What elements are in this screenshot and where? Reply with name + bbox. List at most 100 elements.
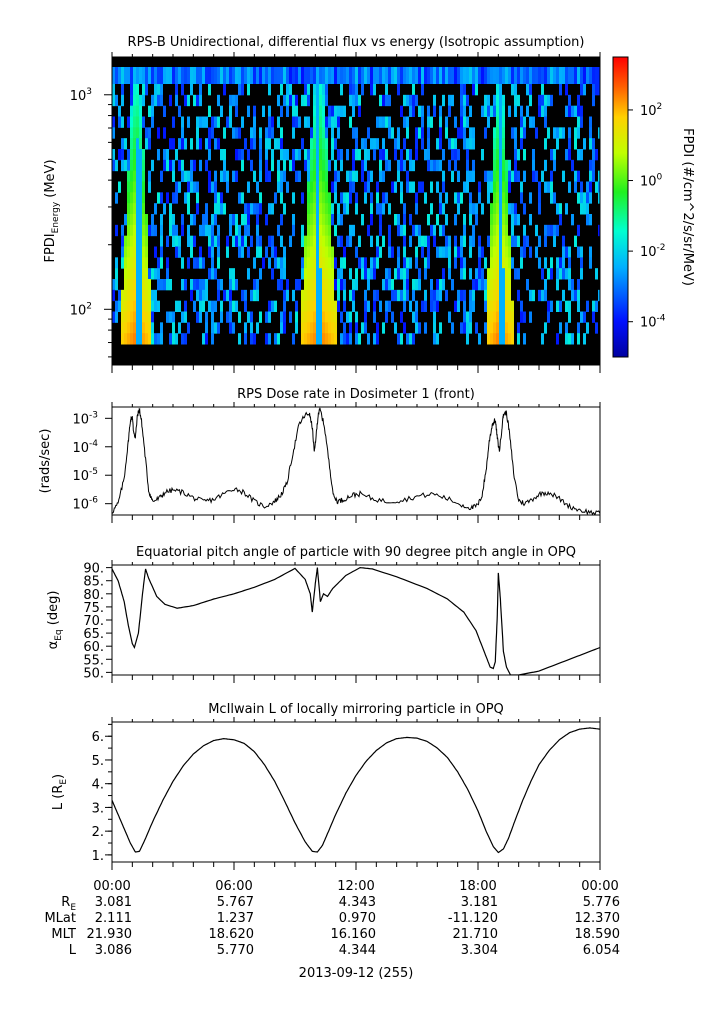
spectrogram-cell — [559, 322, 562, 334]
spectrogram-cell — [544, 67, 547, 84]
lshell-y-label-unit: ) — [51, 774, 66, 779]
spectrogram-cell — [130, 67, 133, 84]
spectrogram-cell — [280, 105, 283, 117]
spectrogram-cell — [418, 268, 421, 280]
spectrogram-cell — [112, 116, 115, 128]
spectrogram-cell — [523, 224, 526, 237]
spectrogram-cell — [331, 300, 334, 312]
spectrogram-cell — [370, 138, 373, 150]
spectrogram-cell — [259, 170, 262, 182]
spectrogram-cell — [550, 67, 553, 84]
spectrogram-cell — [379, 203, 382, 215]
spectrogram-cell — [334, 170, 337, 182]
tick-base: 10 — [640, 245, 657, 260]
spectrogram-cell — [142, 235, 145, 247]
spectrogram-cell — [268, 235, 271, 247]
spectrogram-cell — [529, 246, 532, 258]
spectrogram-cell — [421, 181, 424, 193]
spectrogram-cell — [559, 203, 562, 215]
spectrogram-cell — [271, 159, 274, 172]
spectrogram-cell — [331, 289, 334, 302]
spectrogram-cell — [421, 138, 424, 150]
spectrogram-cell — [319, 84, 322, 96]
spectrogram-cell — [151, 322, 154, 334]
spectrogram-cell — [490, 311, 493, 323]
lshell-y-label: L (RE) — [51, 774, 69, 810]
spectrogram-cell — [532, 159, 535, 172]
spectrogram-cell — [385, 311, 388, 323]
spectrogram-cell — [304, 257, 307, 269]
spectrogram-cell — [481, 268, 484, 280]
spectrogram-cell — [316, 138, 319, 150]
x-tick-label: 12:00 — [337, 879, 374, 894]
spectrogram-cell — [340, 149, 343, 161]
spectrogram-cell — [568, 149, 571, 161]
spectrogram-cell — [493, 322, 496, 334]
spectrogram-cell — [304, 289, 307, 302]
spectrogram-cell — [349, 94, 352, 107]
spectrogram-cell — [337, 67, 340, 84]
spectrogram-cell — [187, 94, 190, 107]
spectrogram-cell — [469, 170, 472, 182]
spectrogram-cell — [562, 235, 565, 247]
spectrogram-cell — [283, 246, 286, 258]
spectrogram-cell — [469, 311, 472, 323]
row-label-sub: E — [70, 903, 76, 913]
spectrogram-cell — [310, 322, 313, 334]
spectrogram-cell — [457, 127, 460, 139]
spectrogram-cell — [436, 300, 439, 312]
spectrogram-cell — [319, 203, 322, 215]
spectrogram-cell — [280, 127, 283, 139]
spectrogram-cell — [403, 224, 406, 237]
spectrogram-cell — [127, 159, 130, 172]
spectrogram-cell — [538, 203, 541, 215]
spectrogram-cell — [112, 94, 115, 107]
spectrogram-cell — [130, 300, 133, 312]
spectrogram-cell — [544, 279, 547, 291]
spectrogram-cell — [379, 246, 382, 258]
spectrogram-cell — [211, 311, 214, 323]
spectrogram-cell — [328, 159, 331, 172]
spectrogram-cell — [520, 67, 523, 84]
spectrogram-cell — [250, 138, 253, 150]
spectrogram-cell — [508, 170, 511, 182]
spectrogram-cell — [316, 159, 319, 172]
spectrogram-cell — [181, 224, 184, 237]
spectrogram-cell — [193, 279, 196, 291]
spectrogram-cell — [583, 192, 586, 204]
spectrogram-cell — [178, 235, 181, 247]
spectrogram-cell — [313, 127, 316, 139]
spectrogram-cell — [307, 279, 310, 291]
spectrogram-cell — [127, 279, 130, 291]
spectrogram-cell — [295, 94, 298, 107]
spectrogram-cell — [583, 67, 586, 84]
spectrogram-cell — [232, 279, 235, 291]
spectrogram-cell — [136, 246, 139, 258]
spectrogram-cell — [571, 159, 574, 172]
spectrogram-cell — [139, 116, 142, 128]
spectrogram-cell — [514, 138, 517, 150]
spectrogram-cell — [310, 203, 313, 215]
spectrogram-cell — [196, 289, 199, 302]
spectrogram-cell — [478, 246, 481, 258]
spectrogram-cell — [304, 116, 307, 128]
spectrogram-cell — [313, 311, 316, 323]
spectrogram-cell — [283, 94, 286, 107]
spectrogram-cell — [511, 322, 514, 334]
spectrogram-cell — [121, 67, 124, 84]
spectrogram-cell — [331, 181, 334, 193]
spectrogram-cell — [544, 181, 547, 193]
spectrogram-cell — [295, 116, 298, 128]
spectrogram-cell — [469, 214, 472, 226]
spectrogram-cell — [331, 333, 334, 345]
spectrogram-cell — [289, 235, 292, 247]
spectrogram-cell — [403, 246, 406, 258]
spectrogram-cell — [148, 279, 151, 291]
spectrogram-cell — [496, 311, 499, 323]
spectrogram-cell — [472, 159, 475, 172]
spectrogram-cell — [430, 300, 433, 312]
spectrogram-cell — [205, 322, 208, 334]
spectrogram-cell — [181, 127, 184, 139]
spectrogram-cell — [208, 170, 211, 182]
spectrogram-cell — [199, 279, 202, 291]
